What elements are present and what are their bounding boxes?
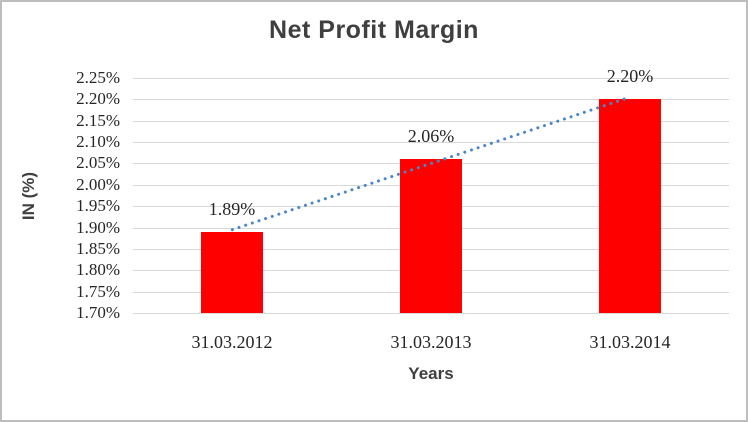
y-tick-label: 1.85% <box>76 239 120 258</box>
bar <box>400 159 462 313</box>
y-tick-label: 1.95% <box>76 196 120 215</box>
y-tick-label: 2.20% <box>76 89 120 108</box>
y-tick-label: 1.70% <box>76 303 120 322</box>
x-category-label: 31.03.2012 <box>191 332 273 352</box>
chart-title: Net Profit Margin <box>269 16 479 44</box>
gridline <box>133 313 729 314</box>
bar <box>599 99 661 313</box>
y-tick-label: 2.15% <box>76 111 120 130</box>
gridline <box>133 78 729 79</box>
x-category-label: 31.03.2014 <box>589 332 671 352</box>
y-tick-label: 2.25% <box>76 68 120 87</box>
y-tick-label: 2.05% <box>76 153 120 172</box>
bar-value-label: 1.89% <box>208 199 256 219</box>
y-tick-label: 2.10% <box>76 132 120 151</box>
y-tick-label: 2.00% <box>76 175 120 194</box>
y-tick-label: 1.75% <box>76 282 120 301</box>
y-axis-title: IN (%) <box>19 171 38 221</box>
bar <box>201 232 263 313</box>
y-tick-label: 1.90% <box>76 218 120 237</box>
x-category-label: 31.03.2013 <box>390 332 472 352</box>
bar-value-label: 2.06% <box>407 126 455 146</box>
bar-value-label: 2.20% <box>606 66 654 86</box>
y-tick-label: 1.80% <box>76 260 120 279</box>
x-axis-title: Years <box>408 364 454 383</box>
